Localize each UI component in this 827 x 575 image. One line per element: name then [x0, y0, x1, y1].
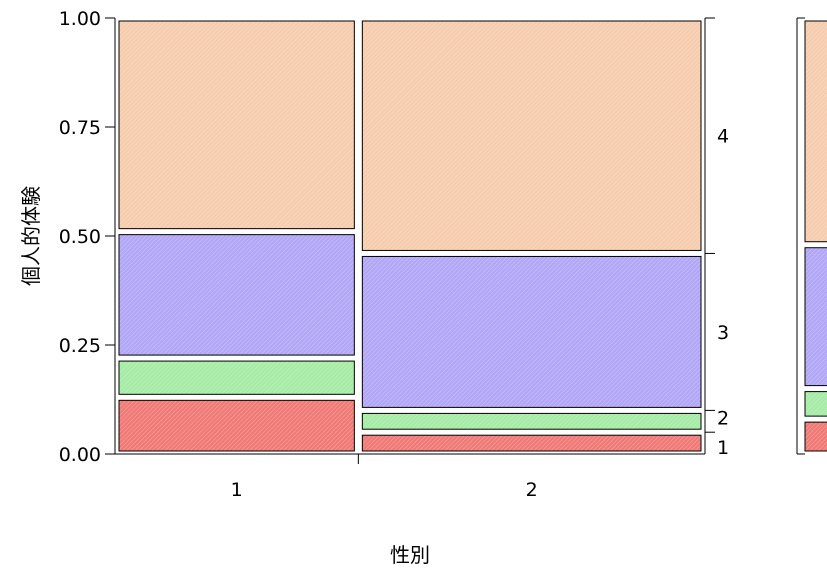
marginal-bar-1: [804, 421, 827, 452]
right-axis-label: 3: [717, 322, 729, 344]
mosaic-cell-2-2: [361, 412, 702, 430]
y-tick-label: 0.25: [59, 335, 101, 357]
y-axis-title: 個人的体験: [19, 186, 43, 286]
marginal-bar-2: [804, 391, 827, 417]
mosaic-cell-2-1: [361, 434, 702, 452]
y-tick-label: 1.00: [59, 8, 101, 30]
mosaic-cell-1-4: [118, 20, 355, 230]
mosaic-cell-2-4: [361, 20, 702, 251]
x-axis-title: 性別: [390, 543, 430, 567]
marginal-bar-4: [804, 20, 827, 243]
y-tick-label: 0.50: [59, 226, 101, 248]
x-tick-label: 2: [526, 479, 538, 501]
mosaic-cell-1-1: [118, 399, 355, 452]
right-axis-label: 1: [717, 437, 729, 459]
right-axis-label: 2: [717, 407, 729, 429]
y-tick-label: 0.75: [59, 117, 101, 139]
mosaic-cell-2-3: [361, 255, 702, 408]
marginal-area: [796, 17, 827, 455]
x-tick-label: 1: [231, 479, 243, 501]
plot-area: [118, 20, 702, 452]
marginal-bar-3: [804, 247, 827, 387]
y-tick-label: 0.00: [59, 444, 101, 466]
mosaic-cell-1-3: [118, 234, 355, 356]
mosaic-cell-1-2: [118, 360, 355, 395]
ticks: 0.00 0.25 0.50 0.75 1.00 1 2 1 2 3 4: [59, 8, 729, 501]
right-axis-label: 4: [717, 126, 729, 148]
